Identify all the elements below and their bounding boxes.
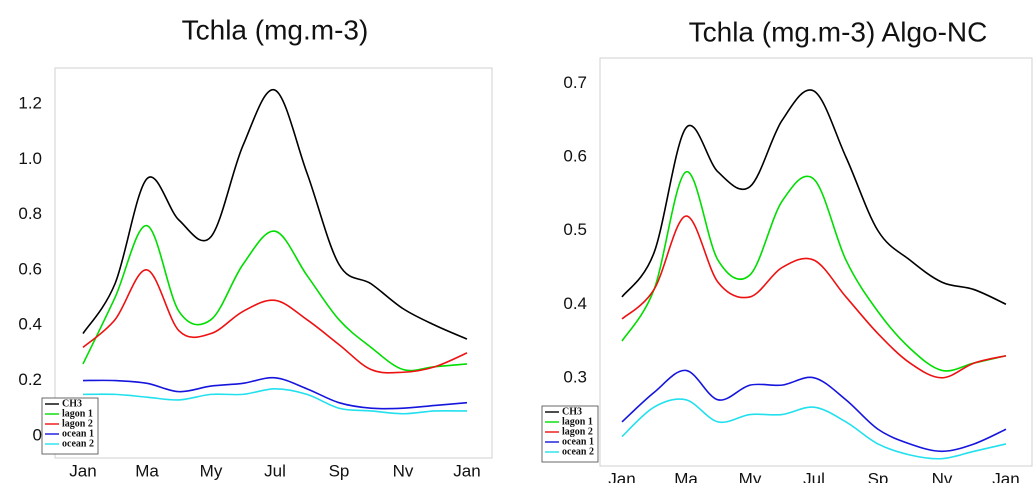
x-tick-label: Jan: [69, 461, 96, 480]
series-line: [621, 215, 1007, 379]
x-tick-label: Nv: [393, 461, 414, 480]
x-tick-label: My: [739, 469, 762, 483]
series-line: [82, 388, 468, 415]
series-line: [621, 171, 1007, 372]
legend-label: lagon 1: [62, 408, 93, 419]
x-tick-label: Jan: [608, 469, 635, 483]
y-tick-label: 0: [33, 425, 42, 444]
plot-frame: [599, 57, 1033, 467]
x-tick-label: Jan: [453, 461, 480, 480]
x-tick-label: Ma: [674, 469, 698, 483]
y-tick-label: 0.3: [563, 367, 587, 386]
x-tick-label: Jul: [264, 461, 286, 480]
y-tick-label: 1.0: [18, 149, 42, 168]
series-line: [82, 224, 468, 372]
y-tick-label: 0.6: [18, 259, 42, 278]
legend-label: ocean 2: [62, 438, 94, 449]
legend-label: ocean 1: [62, 428, 94, 439]
y-tick-label: 0.4: [563, 294, 587, 313]
x-tick-label: Nv: [932, 469, 953, 483]
x-tick-label: Jul: [803, 469, 825, 483]
y-tick-label: 0.7: [563, 73, 587, 92]
x-tick-label: Ma: [135, 461, 159, 480]
x-tick-label: Jan: [992, 469, 1019, 483]
series-line: [82, 376, 468, 410]
chart-title: Tchla (mg.m-3): [182, 14, 369, 45]
legend-label: CH3: [62, 398, 82, 409]
y-tick-label: 0.8: [18, 204, 42, 223]
legend-label: ocean 2: [562, 446, 594, 457]
legend-label: CH3: [562, 406, 582, 417]
series-line: [82, 269, 468, 374]
series-line: [621, 398, 1007, 460]
legend-label: lagon 2: [562, 426, 593, 437]
series-line: [82, 89, 468, 340]
x-tick-label: Sp: [868, 469, 889, 483]
y-tick-label: 0.4: [18, 315, 42, 334]
series-line: [621, 369, 1007, 453]
series-line: [621, 89, 1007, 305]
y-tick-label: 0.5: [563, 220, 587, 239]
y-tick-label: 0.6: [563, 147, 587, 166]
y-tick-label: 0.2: [18, 370, 42, 389]
x-tick-label: Sp: [329, 461, 350, 480]
y-tick-label: 1.2: [18, 93, 42, 112]
legend-label: lagon 1: [562, 416, 593, 427]
chart-title: Tchla (mg.m-3) Algo-NC: [689, 16, 988, 47]
legend-label: lagon 2: [62, 418, 93, 429]
x-tick-label: My: [200, 461, 223, 480]
legend-label: ocean 1: [562, 436, 594, 447]
plot-frame: [54, 67, 493, 459]
